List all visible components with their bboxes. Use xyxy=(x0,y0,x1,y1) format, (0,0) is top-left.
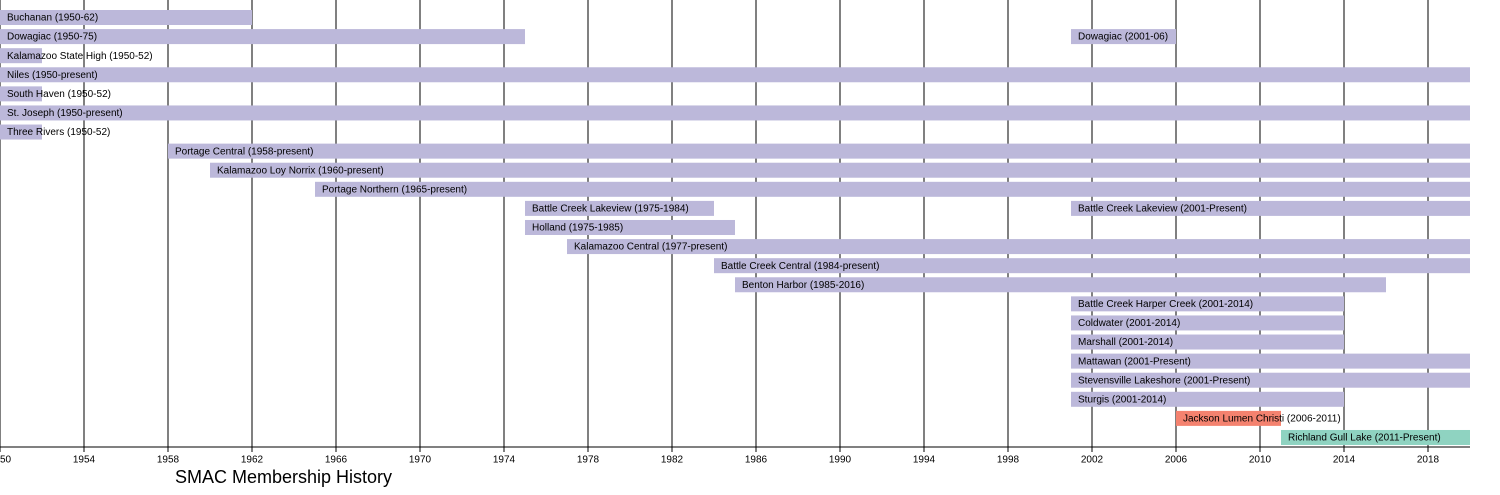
bar-label: Niles (1950-present) xyxy=(7,70,98,81)
bar-label: Kalamazoo Loy Norrix (1960-present) xyxy=(217,165,384,176)
bar xyxy=(1281,429,1470,445)
x-tick-label: 1978 xyxy=(577,455,600,466)
x-tick-label: 2010 xyxy=(1249,455,1272,466)
bar-label: Richland Gull Lake (2011-Present) xyxy=(1288,433,1441,444)
x-tick-label: 1986 xyxy=(745,455,768,466)
bar-label: Battle Creek Harper Creek (2001-2014) xyxy=(1078,299,1253,310)
bar-label: Battle Creek Lakeview (1975-1984) xyxy=(532,204,689,215)
bar xyxy=(0,124,42,140)
x-tick-label: 1994 xyxy=(913,455,936,466)
x-tick-label: 1970 xyxy=(409,455,432,466)
bar-label: Dowagiac (2001-06) xyxy=(1078,32,1168,43)
x-tick-label: 1954 xyxy=(73,455,96,466)
bar-label: Kalamazoo State High (1950-52) xyxy=(7,51,153,62)
bar-label: Kalamazoo Central (1977-present) xyxy=(574,242,727,253)
bar-label: Battle Creek Lakeview (2001-Present) xyxy=(1078,204,1247,215)
bar xyxy=(1071,315,1344,331)
bar-label: Marshall (2001-2014) xyxy=(1078,337,1173,348)
bar xyxy=(0,86,42,102)
bar xyxy=(168,143,1470,159)
bar xyxy=(1071,334,1344,350)
bar xyxy=(1071,391,1344,407)
bar xyxy=(525,219,735,235)
bars: Buchanan (1950-62) Dowagiac (1950-75) Dowa… xyxy=(0,10,1470,445)
bar-label: Mattawan (2001-Present) xyxy=(1078,356,1191,367)
bar xyxy=(0,10,252,25)
x-tick-label: 1998 xyxy=(997,455,1020,466)
x-tick-label: 1974 xyxy=(493,455,516,466)
bar xyxy=(1071,200,1470,216)
bar xyxy=(0,48,42,64)
bar xyxy=(714,258,1470,274)
bar xyxy=(0,29,525,45)
bar xyxy=(1071,353,1470,369)
bar-label: Stevensville Lakeshore (2001-Present) xyxy=(1078,375,1250,386)
chart-title: SMAC Membership History xyxy=(175,467,392,487)
bar-label: Dowagiac (1950-75) xyxy=(7,32,97,43)
bar-label: Sturgis (2001-2014) xyxy=(1078,394,1166,405)
bar xyxy=(0,67,1470,83)
bar xyxy=(315,181,1470,197)
bar-label: Portage Central (1958-present) xyxy=(175,146,313,157)
bar-label: Three Rivers (1950-52) xyxy=(7,127,110,138)
bar xyxy=(567,239,1470,255)
bar-label: Coldwater (2001-2014) xyxy=(1078,318,1180,329)
x-tick-label: 2014 xyxy=(1333,455,1356,466)
x-tick-label: 1962 xyxy=(241,455,264,466)
x-tick-label: 2002 xyxy=(1081,455,1104,466)
bar-label: Jackson Lumen Christi (2006-2011) xyxy=(1183,414,1341,425)
bar-label: Benton Harbor (1985-2016) xyxy=(742,280,864,291)
bar xyxy=(1071,372,1470,388)
bar xyxy=(1071,296,1344,312)
bar xyxy=(1176,410,1281,426)
bar xyxy=(0,105,1470,121)
bar xyxy=(525,200,714,216)
bar-label: Buchanan (1950-62) xyxy=(7,13,98,24)
bar-label: Portage Northern (1965-present) xyxy=(322,184,467,195)
bar-label: South Haven (1950-52) xyxy=(7,89,111,100)
x-tick-label: 1990 xyxy=(829,455,852,466)
bar-label: St. Joseph (1950-present) xyxy=(7,108,123,119)
bar xyxy=(210,162,1470,178)
bar xyxy=(735,277,1386,293)
x-tick-label: 1982 xyxy=(661,455,684,466)
x-tick-label: 2018 xyxy=(1417,455,1440,466)
x-tick-label: 1950 xyxy=(0,455,12,466)
bar xyxy=(1071,29,1176,45)
bar-label: Battle Creek Central (1984-present) xyxy=(721,261,879,272)
bar-label: Holland (1975-1985) xyxy=(532,223,623,234)
x-tick-label: 1966 xyxy=(325,455,348,466)
x-tick-label: 1958 xyxy=(157,455,180,466)
x-tick-label: 2006 xyxy=(1165,455,1188,466)
